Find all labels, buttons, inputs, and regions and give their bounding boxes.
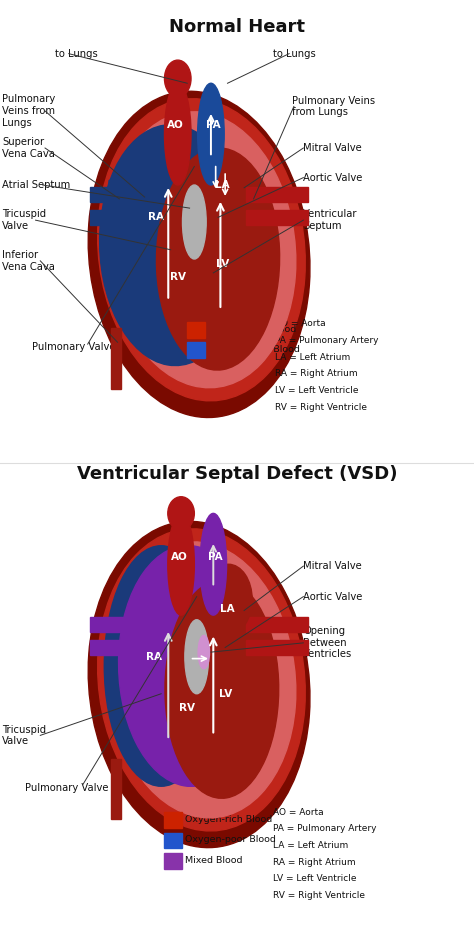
Ellipse shape — [88, 92, 310, 417]
Text: LA = Left Atrium: LA = Left Atrium — [275, 352, 350, 362]
Text: to Lungs: to Lungs — [273, 49, 315, 58]
Ellipse shape — [118, 546, 261, 786]
Text: Oxygen-poor Blood: Oxygen-poor Blood — [185, 835, 276, 845]
Ellipse shape — [100, 125, 246, 365]
Text: RA = Right Atrium: RA = Right Atrium — [273, 857, 355, 867]
Text: Pulmonary Valve: Pulmonary Valve — [32, 342, 115, 352]
Ellipse shape — [164, 60, 191, 97]
Polygon shape — [111, 758, 121, 819]
Ellipse shape — [205, 564, 252, 635]
Text: LA = Left Atrium: LA = Left Atrium — [273, 841, 348, 850]
Text: RV: RV — [170, 273, 186, 282]
Text: AO: AO — [167, 120, 184, 130]
Ellipse shape — [104, 546, 218, 786]
Text: to Lungs: to Lungs — [55, 49, 97, 58]
Text: Inferior
Vena Cava: Inferior Vena Cava — [2, 250, 55, 272]
Text: Pulmonary Veins
from Lungs: Pulmonary Veins from Lungs — [292, 95, 374, 117]
Ellipse shape — [88, 522, 310, 847]
Ellipse shape — [156, 148, 280, 370]
Text: LV: LV — [219, 689, 232, 698]
Text: Aortic Valve: Aortic Valve — [303, 592, 363, 601]
Ellipse shape — [107, 112, 296, 388]
Ellipse shape — [198, 635, 210, 669]
Ellipse shape — [168, 513, 194, 615]
Ellipse shape — [98, 529, 305, 831]
Text: Mitral Valve: Mitral Valve — [303, 143, 362, 153]
Bar — [187, 342, 205, 358]
Text: AO = Aorta: AO = Aorta — [273, 808, 323, 817]
Polygon shape — [90, 640, 154, 655]
Text: RV = Right Ventricle: RV = Right Ventricle — [273, 891, 365, 900]
Polygon shape — [90, 187, 154, 202]
Ellipse shape — [182, 185, 206, 259]
Polygon shape — [90, 617, 154, 632]
Ellipse shape — [168, 497, 194, 530]
Text: Pulmonary
Veins from
Lungs: Pulmonary Veins from Lungs — [2, 94, 55, 128]
Text: LA: LA — [220, 604, 235, 613]
Text: LV: LV — [216, 259, 229, 268]
Polygon shape — [246, 187, 308, 202]
Polygon shape — [246, 617, 308, 632]
Text: PA: PA — [206, 120, 220, 130]
Text: PA = Pulmonary Artery: PA = Pulmonary Artery — [273, 824, 376, 833]
Polygon shape — [246, 640, 308, 655]
Ellipse shape — [185, 620, 209, 694]
Text: PA = Pulmonary Artery: PA = Pulmonary Artery — [275, 336, 378, 345]
Text: AO = Aorta: AO = Aorta — [275, 319, 326, 328]
Text: Ventricular
Septum: Ventricular Septum — [303, 209, 358, 231]
Polygon shape — [109, 180, 126, 227]
Ellipse shape — [165, 580, 279, 798]
Bar — [164, 832, 182, 848]
Text: Tricuspid
Valve: Tricuspid Valve — [2, 209, 46, 231]
Text: PA: PA — [209, 552, 223, 561]
Ellipse shape — [164, 83, 191, 185]
Text: Tricuspid
Valve: Tricuspid Valve — [2, 724, 46, 746]
Ellipse shape — [200, 513, 227, 615]
Text: RA: RA — [146, 652, 162, 661]
Text: Oxygen-rich Blood: Oxygen-rich Blood — [185, 815, 272, 824]
Bar — [164, 853, 182, 869]
Polygon shape — [90, 210, 154, 225]
Bar — [187, 322, 205, 338]
Text: Pulmonary Valve: Pulmonary Valve — [25, 783, 108, 793]
Text: Oxygen-poor Blood: Oxygen-poor Blood — [209, 345, 300, 354]
Text: RA = Right Atrium: RA = Right Atrium — [275, 369, 357, 378]
Text: Superior
Vena Cava: Superior Vena Cava — [2, 137, 55, 159]
Text: Mixed Blood: Mixed Blood — [185, 856, 242, 865]
Ellipse shape — [98, 99, 305, 401]
Text: RV = Right Ventricle: RV = Right Ventricle — [275, 402, 367, 412]
Text: RV: RV — [179, 703, 195, 712]
Text: LV = Left Ventricle: LV = Left Ventricle — [275, 386, 358, 395]
Ellipse shape — [107, 542, 296, 818]
Text: AO: AO — [171, 552, 188, 561]
Text: Ventricular Septal Defect (VSD): Ventricular Septal Defect (VSD) — [77, 465, 397, 483]
Text: Opening
Between
Ventricles: Opening Between Ventricles — [303, 626, 353, 660]
Ellipse shape — [198, 83, 224, 185]
Text: Atrial Septum: Atrial Septum — [2, 180, 71, 190]
Text: RA: RA — [148, 213, 164, 222]
Polygon shape — [246, 210, 308, 225]
Text: Aortic Valve: Aortic Valve — [303, 173, 363, 182]
Text: Normal Heart: Normal Heart — [169, 18, 305, 36]
Text: LV = Left Ventricle: LV = Left Ventricle — [273, 874, 356, 883]
Polygon shape — [111, 328, 121, 388]
Text: Oxygen-rich Blood: Oxygen-rich Blood — [209, 325, 296, 334]
Text: LA: LA — [216, 180, 230, 190]
Text: Mitral Valve: Mitral Valve — [303, 561, 362, 571]
Bar — [164, 812, 182, 828]
